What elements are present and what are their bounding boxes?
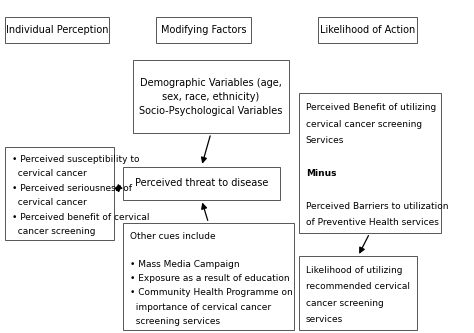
Bar [123, 166, 280, 200]
Text: Other cues include: Other cues include [130, 232, 216, 241]
Bar [5, 17, 109, 43]
Text: Likelihood of utilizing: Likelihood of utilizing [306, 266, 402, 275]
Text: Likelihood of Action: Likelihood of Action [320, 25, 415, 35]
Text: • Exposure as a result of education: • Exposure as a result of education [130, 274, 290, 283]
Text: cervical cancer: cervical cancer [12, 198, 87, 207]
Text: Perceived threat to disease: Perceived threat to disease [135, 178, 268, 188]
Text: Services: Services [306, 136, 344, 145]
Text: recommended cervical: recommended cervical [306, 282, 410, 291]
Text: • Mass Media Campaign: • Mass Media Campaign [130, 260, 240, 269]
Bar [133, 60, 289, 133]
Text: cancer screening: cancer screening [306, 299, 383, 308]
Text: importance of cervical cancer: importance of cervical cancer [130, 303, 272, 312]
Bar [299, 256, 417, 330]
Text: cervical cancer screening: cervical cancer screening [306, 120, 422, 129]
Text: Minus: Minus [306, 169, 336, 178]
Text: cancer screening: cancer screening [12, 227, 95, 236]
Text: • Community Health Programme on: • Community Health Programme on [130, 288, 293, 297]
Text: • Perceived susceptibility to: • Perceived susceptibility to [12, 155, 139, 164]
Bar [123, 223, 294, 330]
Text: services: services [306, 315, 343, 324]
Text: of Preventive Health services: of Preventive Health services [306, 218, 438, 227]
Bar [5, 147, 114, 240]
Text: cervical cancer: cervical cancer [12, 169, 87, 178]
Text: Modifying Factors: Modifying Factors [161, 25, 246, 35]
Text: Demographic Variables (age,
sex, race, ethnicity)
Socio-Psychological Variables: Demographic Variables (age, sex, race, e… [139, 78, 283, 116]
Text: Perceived Benefit of utilizing: Perceived Benefit of utilizing [306, 103, 436, 112]
Bar [318, 17, 417, 43]
Text: Perceived Barriers to utilization: Perceived Barriers to utilization [306, 202, 448, 211]
Text: • Perceived seriousness of: • Perceived seriousness of [12, 184, 132, 193]
Text: Individual Perception: Individual Perception [6, 25, 108, 35]
Text: screening services: screening services [130, 317, 220, 326]
Bar [156, 17, 251, 43]
Bar [299, 93, 441, 233]
Text: • Perceived benefit of cervical: • Perceived benefit of cervical [12, 212, 149, 221]
